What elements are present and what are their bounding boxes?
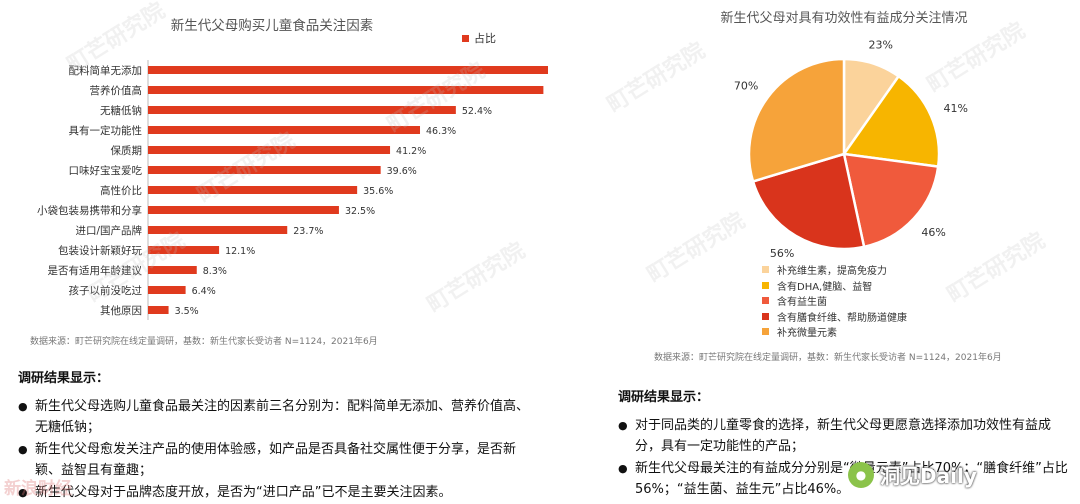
category-label: 具有一定功能性 — [69, 124, 143, 137]
bars-group: 配料简单无添加71.8%营养价值高67.3%无糖低钠52.4%具有一定功能性46… — [37, 64, 548, 317]
pie-legend: 补充维生素，提高免疫力 含有DHA,健脑、益智 含有益生菌含有膳食纤维、帮助肠道健康… — [762, 262, 907, 340]
finding-item: 对于同品类的儿童零食的选择，新生代父母更愿意选择添加功效性有益成分，具有一定功能… — [618, 415, 1070, 458]
category-label: 包装设计新颖好玩 — [58, 244, 142, 257]
legend-label: 含有益生菌 — [777, 297, 827, 309]
finding-item: 新生代父母愈发关注产品的使用体验感，如产品是否具备社交属性便于分享，是否新颖、益… — [18, 439, 538, 482]
legend-item: 含有DHA,健脑、益智 — [762, 278, 907, 294]
legend-swatch — [762, 266, 769, 274]
legend-label: 占比 — [474, 31, 496, 45]
legend-item: 含有益生菌 — [762, 293, 907, 309]
category-label: 口味好宝宝爱吃 — [69, 164, 143, 177]
value-label: 32.5% — [345, 206, 375, 217]
legend-swatch — [762, 312, 769, 320]
bar — [148, 86, 544, 94]
bar — [148, 106, 456, 114]
category-label: 进口/国产品牌 — [75, 224, 142, 237]
legend-item: 补充微量元素 — [762, 324, 907, 340]
pie-group: 23% 41% 46% 56% 70% — [734, 38, 968, 260]
legend-label: 补充维生素，提高免疫力 — [777, 266, 887, 278]
legend-label: 含有膳食纤维、帮助肠道健康 — [777, 312, 907, 324]
bar — [148, 266, 197, 274]
slice-label: 56% — [770, 247, 794, 260]
pie-chart: 新生代父母对具有功效性有益成分关注情况 23% 41% 46% 56% 70% — [720, 10, 968, 260]
value-label: 6.4% — [192, 286, 216, 297]
value-label: 23.7% — [293, 226, 323, 237]
pie-slice — [841, 74, 941, 169]
finding-item: 新生代父母最关注的有益成分分别是“微量元素”占比70%；“膳食纤维”占比56%；… — [618, 458, 1070, 501]
data-source-note: 数据来源：町芒研究院在线定量调研，基数：新生代家长受访者 N=1124，2021… — [654, 353, 1002, 363]
category-label: 孩子以前没吃过 — [69, 284, 143, 297]
value-label: 12.1% — [225, 246, 255, 257]
legend-item: 含有膳食纤维、帮助肠道健康 — [762, 309, 907, 325]
category-label: 保质期 — [111, 144, 143, 157]
legend-swatch — [762, 328, 769, 336]
value-label: 35.6% — [363, 186, 393, 197]
slice-label: 70% — [734, 79, 758, 92]
brand-name: 洞见Daily — [880, 464, 977, 488]
category-label: 营养价值高 — [90, 84, 143, 97]
finding-item: 新生代父母对于品牌态度开放，是否为“进口产品”已不是主要关注因素。 — [18, 482, 538, 504]
legend-swatch — [462, 35, 469, 42]
bar — [148, 146, 391, 154]
value-label: 39.6% — [387, 166, 417, 177]
findings-title: 调研结果显示： — [18, 371, 110, 386]
value-label: 3.5% — [175, 306, 199, 317]
wechat-icon: ● — [848, 461, 874, 488]
category-label: 小袋包装易携带和分享 — [37, 204, 142, 217]
bar — [148, 186, 358, 194]
legend-swatch — [762, 297, 769, 305]
findings-block-left: 调研结果显示： 新生代父母选购儿童食品最关注的因素前三名分别为：配料简单无添加、… — [18, 368, 538, 503]
slice-label: 23% — [869, 38, 893, 51]
bar — [148, 286, 186, 294]
bar — [148, 126, 421, 134]
finding-item: 新生代父母选购儿童食品最关注的因素前三名分别为：配料简单无添加、营养价值高、无糖… — [18, 396, 538, 439]
category-label: 无糖低钠 — [100, 104, 142, 117]
right-panel: 新生代父母对具有功效性有益成分关注情况 23% 41% 46% 56% 70% — [548, 0, 1080, 504]
chart-title: 新生代父母购买儿童食品关注因素 — [171, 17, 374, 34]
category-label: 配料简单无添加 — [69, 64, 143, 77]
left-panel: 新生代父母购买儿童食品关注因素 占比 配料简单无添加71.8%营养价值高67.3… — [0, 0, 548, 504]
value-label: 8.3% — [203, 266, 227, 277]
slice-label: 41% — [944, 102, 968, 115]
legend-label: 补充微量元素 — [777, 328, 837, 340]
slice-label: 46% — [921, 226, 945, 239]
legend-label: 含有DHA,健脑、益智 — [777, 281, 873, 293]
pie-slice — [842, 152, 940, 249]
legend-swatch — [762, 281, 769, 289]
findings-title: 调研结果显示： — [618, 390, 710, 405]
bar — [148, 246, 220, 254]
bar-chart: 新生代父母购买儿童食品关注因素 占比 配料简单无添加71.8%营养价值高67.3… — [37, 17, 548, 320]
category-label: 其他原因 — [100, 304, 142, 317]
findings-block-right: 调研结果显示： 对于同品类的儿童零食的选择，新生代父母更愿意选择添加功效性有益成… — [618, 387, 1070, 501]
bar — [148, 206, 339, 214]
category-label: 高性价比 — [100, 184, 142, 197]
value-label: 41.2% — [396, 146, 426, 157]
bar — [148, 166, 381, 174]
value-label: 46.3% — [426, 126, 456, 137]
legend-item: 补充维生素，提高免疫力 — [762, 262, 907, 278]
bar — [148, 306, 169, 314]
value-label: 52.4% — [462, 106, 492, 117]
brand-watermark: ● 洞见Daily — [848, 460, 977, 489]
pie-slice — [747, 57, 846, 183]
brand-left-watermark: 新浪财经 — [4, 479, 72, 499]
data-source-note: 数据来源：町芒研究院在线定量调研，基数：新生代家长受访者 N=1124，2021… — [30, 337, 378, 347]
chart-title: 新生代父母对具有功效性有益成分关注情况 — [720, 10, 967, 26]
pie-slice — [751, 152, 866, 251]
bar — [148, 226, 288, 234]
bar — [148, 66, 548, 74]
category-label: 是否有适用年龄建议 — [48, 264, 143, 277]
